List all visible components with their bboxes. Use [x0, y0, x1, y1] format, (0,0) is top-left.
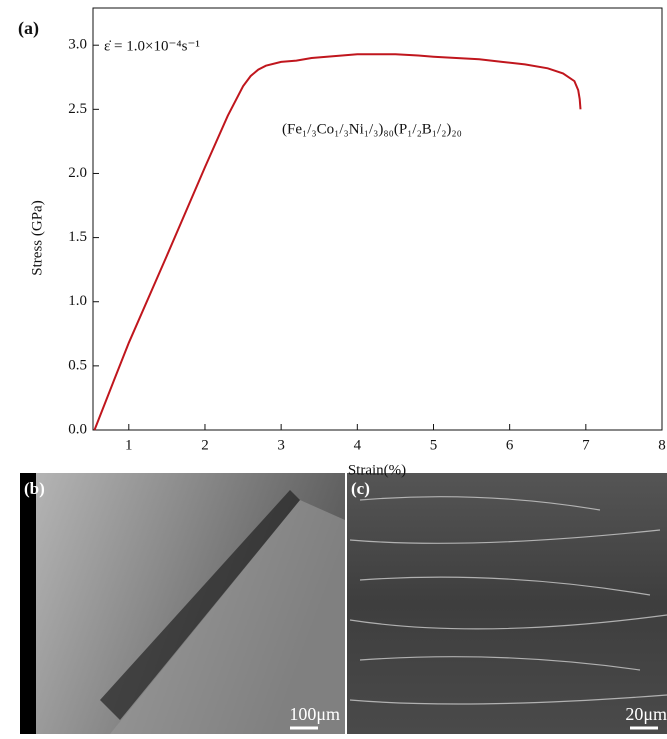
- x-tick-label: 1: [125, 437, 133, 453]
- scale-label: 20μm: [625, 704, 667, 724]
- x-tick-label: 4: [354, 437, 362, 453]
- panel-label: (b): [24, 479, 45, 498]
- scale-label: 100μm: [289, 704, 340, 724]
- y-tick-label: 0.0: [68, 421, 87, 437]
- annotation: ε̇ = 1.0×10⁻⁴s⁻¹: [104, 38, 200, 54]
- x-tick-label: 6: [506, 437, 514, 453]
- panel-label: (c): [351, 479, 370, 498]
- x-tick-label: 2: [201, 437, 209, 453]
- x-axis-label: Strain(%): [348, 462, 406, 478]
- stress-strain-curve: [95, 54, 581, 430]
- y-tick-label: 1.0: [68, 293, 87, 309]
- x-tick-label: 5: [430, 437, 438, 453]
- panel-label: (a): [18, 18, 39, 39]
- figure: (b) (c) 100μm 20μm (a) ε̇ = 1.0×10⁻⁴s⁻¹ …: [0, 0, 667, 734]
- plot-frame: [93, 8, 662, 430]
- annotation: (Fe₁/₃Co₁/₃Ni₁/₃)₈₀(P₁/₂B₁/₂)₂₀: [282, 121, 462, 137]
- y-tick-label: 2.0: [68, 165, 87, 181]
- sem-image-c: [347, 473, 667, 734]
- x-tick-label: 7: [582, 437, 590, 453]
- x-tick-label: 3: [277, 437, 285, 453]
- x-tick-label: 8: [658, 437, 666, 453]
- y-axis-label: Stress (GPa): [29, 200, 45, 275]
- image-edge: [20, 473, 36, 734]
- y-tick-label: 0.5: [68, 357, 87, 373]
- y-tick-label: 3.0: [68, 37, 87, 53]
- page: {"chart_data": {"type": "line", "panel_l…: [0, 0, 667, 734]
- y-tick-label: 2.5: [68, 101, 87, 117]
- y-tick-label: 1.5: [68, 229, 87, 245]
